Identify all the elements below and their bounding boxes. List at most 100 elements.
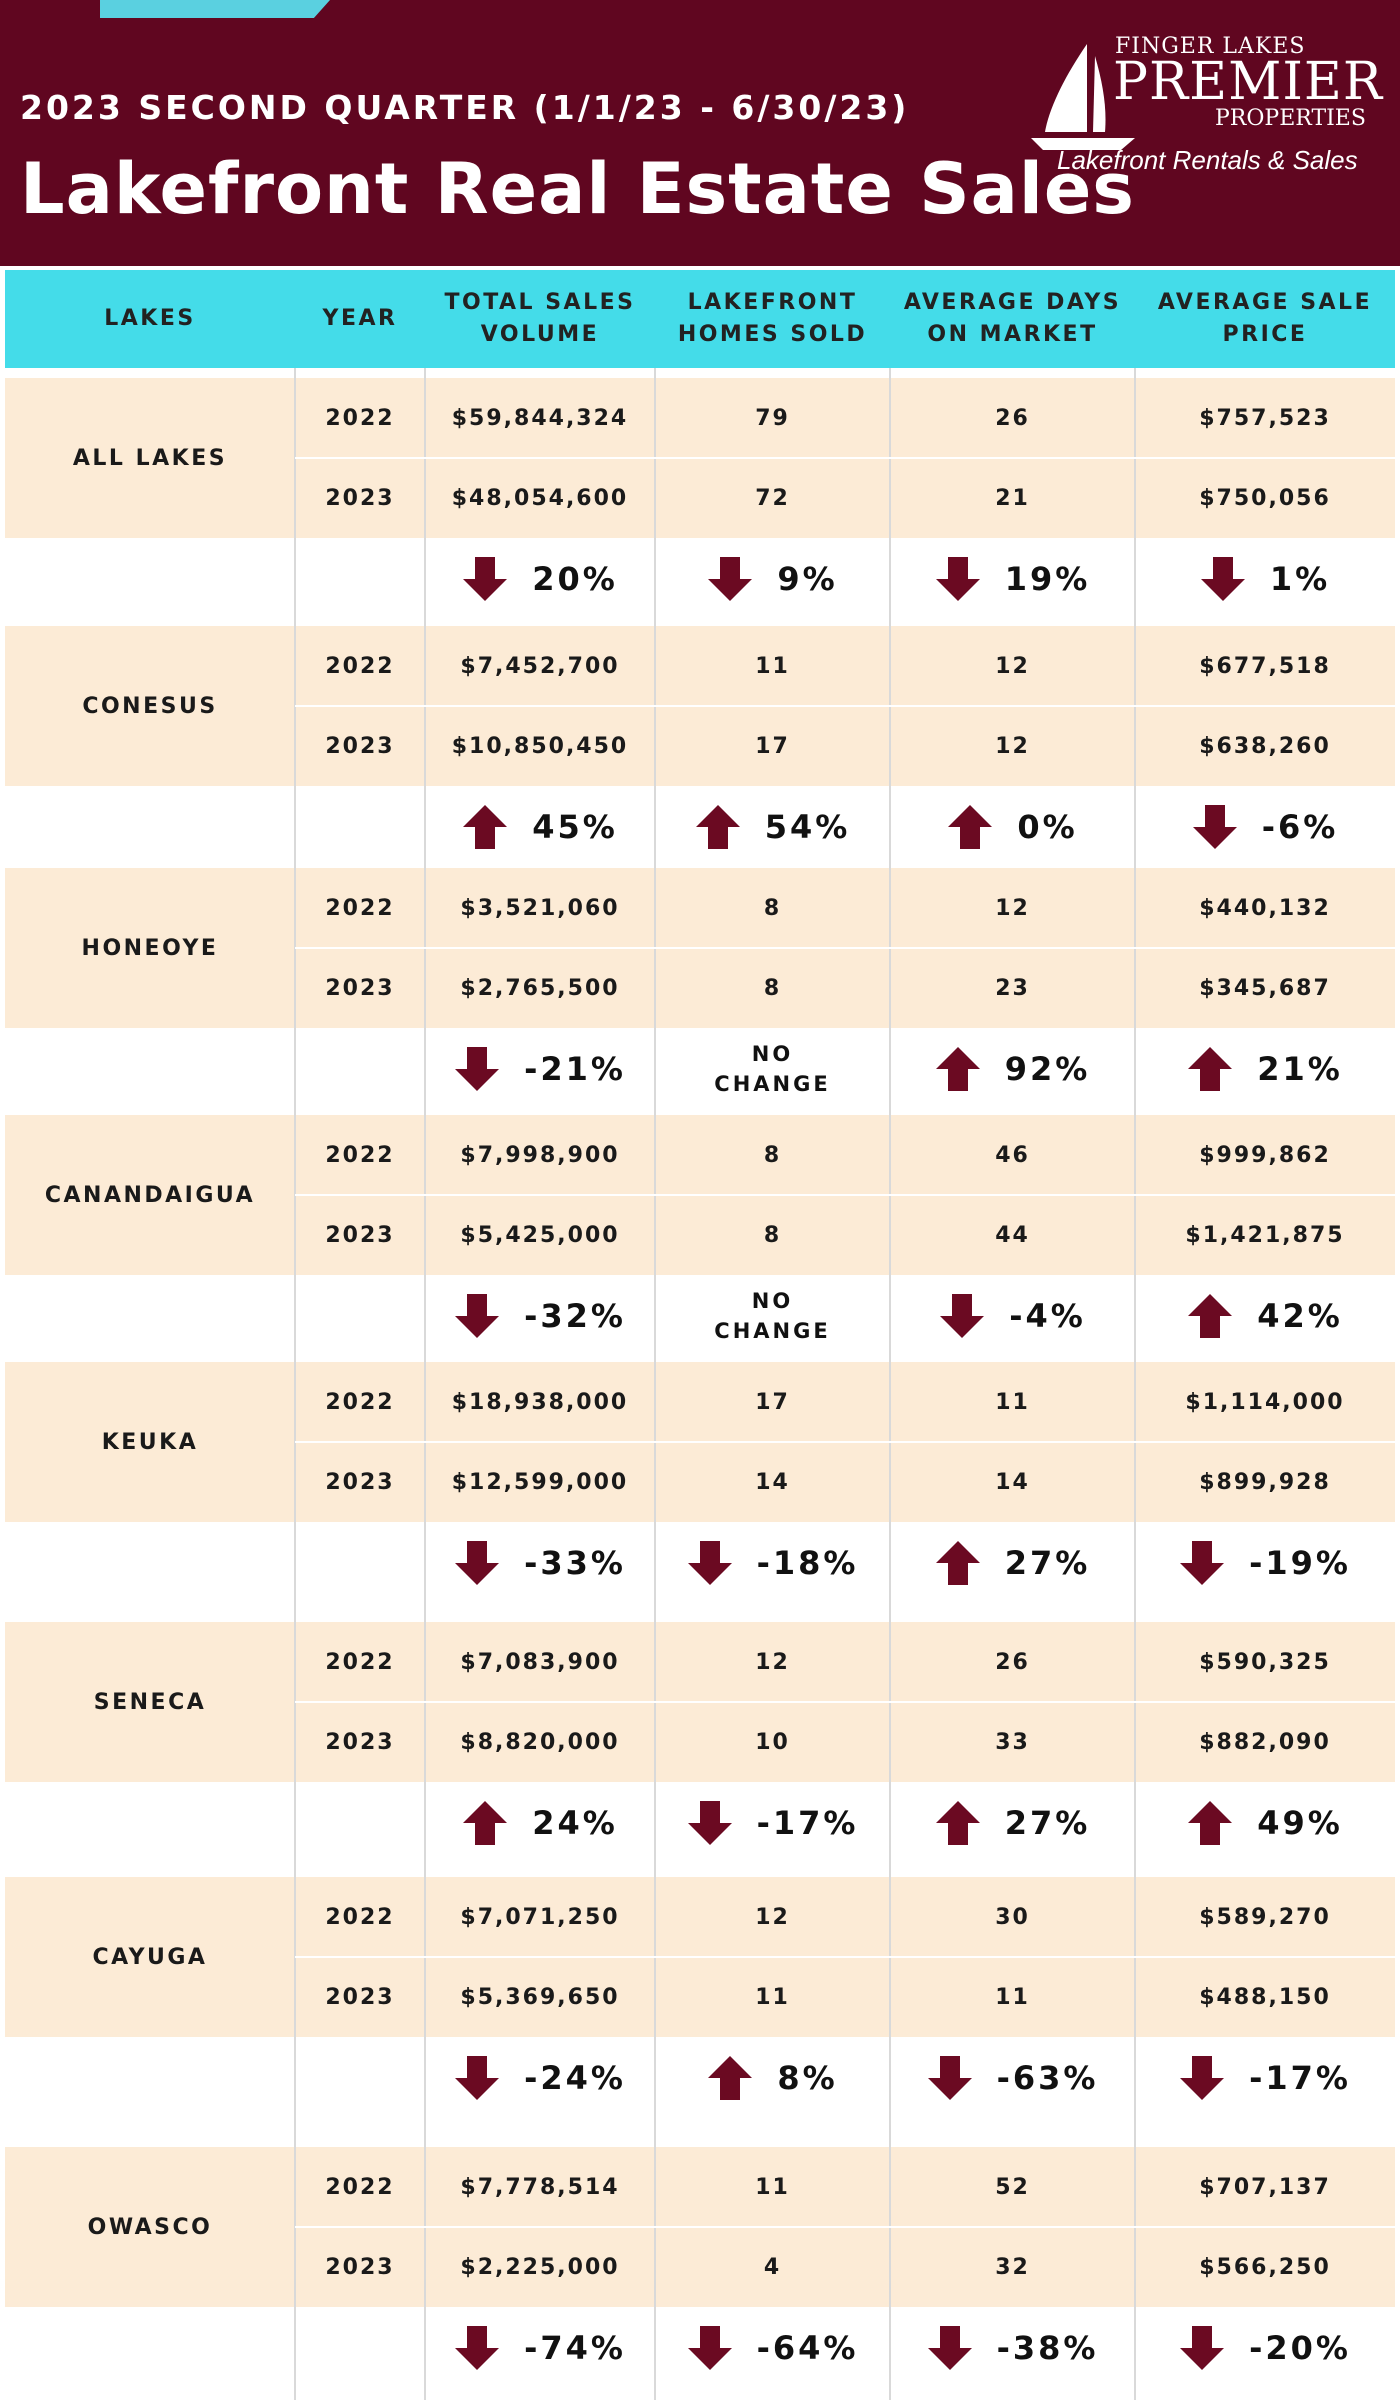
avg-sale-price-change: -17% xyxy=(1135,2037,1395,2119)
year-cell: 2022 xyxy=(325,405,395,431)
homes-sold-cell: 17 xyxy=(755,733,790,759)
avg-sale-price-cell: $488,150 xyxy=(1199,1984,1331,2010)
avg-sale-price-change: -6% xyxy=(1135,786,1395,868)
arrow-down-icon xyxy=(455,2326,500,2370)
change-value: -21% xyxy=(524,1050,626,1088)
company-logo: FINGER LAKES PREMIER PROPERTIES Lakefron… xyxy=(1025,30,1385,180)
avg-days-on-market-cell: 12 xyxy=(995,653,1030,679)
arrow-down-icon xyxy=(455,1541,500,1585)
arrow-down-icon xyxy=(1180,1541,1225,1585)
arrow-down-icon xyxy=(455,2056,500,2100)
arrow-up-icon xyxy=(1188,1801,1233,1845)
year-cell: 2022 xyxy=(325,653,395,679)
column-divider xyxy=(1134,368,1136,2400)
avg-sale-price-cell: $1,421,875 xyxy=(1185,1222,1345,1248)
column-header-5: AVERAGE DAYS ON MARKET xyxy=(903,290,1122,347)
column-header-2: YEAR xyxy=(322,306,398,332)
avg-sale-price-cell: $707,137 xyxy=(1199,2174,1331,2200)
avg-sale-price-change: -19% xyxy=(1135,1522,1395,1604)
avg-days-on-market-cell: 46 xyxy=(995,1142,1030,1168)
year-cell: 2022 xyxy=(325,895,395,921)
avg-days-on-market-change: 27% xyxy=(890,1522,1135,1604)
avg-days-on-market-cell: 23 xyxy=(995,975,1030,1001)
arrow-down-icon xyxy=(927,2326,972,2370)
year-cell: 2023 xyxy=(325,1729,395,1755)
avg-days-on-market-cell: 11 xyxy=(995,1389,1030,1415)
homes-sold-cell: 8 xyxy=(763,975,782,1001)
row-separator xyxy=(295,1701,1395,1703)
total-sales-volume-cell: $5,425,000 xyxy=(460,1222,620,1248)
logo-text-finger-lakes: FINGER LAKES xyxy=(1115,34,1306,59)
avg-sale-price-change: -20% xyxy=(1135,2307,1395,2389)
year-cell: 2022 xyxy=(325,1904,395,1930)
column-header-4: LAKEFRONT HOMES SOLD xyxy=(677,290,868,347)
lake-name: OWASCO xyxy=(87,2214,213,2240)
homes-sold-cell: 11 xyxy=(755,653,790,679)
row-separator xyxy=(295,1441,1395,1443)
homes-sold-change: -17% xyxy=(655,1782,890,1864)
avg-days-on-market-cell: 32 xyxy=(995,2254,1030,2280)
avg-sale-price-change: 49% xyxy=(1135,1782,1395,1864)
avg-days-on-market-change: -4% xyxy=(890,1275,1135,1357)
total-sales-volume-change: -24% xyxy=(425,2037,655,2119)
arrow-up-icon xyxy=(1188,1047,1233,1091)
arrow-down-icon xyxy=(1200,557,1245,601)
avg-days-on-market-cell: 26 xyxy=(995,1649,1030,1675)
homes-sold-change: NO CHANGE xyxy=(655,1028,890,1110)
total-sales-volume-cell: $7,778,514 xyxy=(460,2174,620,2200)
arrow-down-icon xyxy=(1192,805,1237,849)
year-cell: 2023 xyxy=(325,1222,395,1248)
avg-sale-price-cell: $757,523 xyxy=(1199,405,1331,431)
column-divider xyxy=(654,368,656,2400)
total-sales-volume-cell: $12,599,000 xyxy=(451,1469,629,1495)
homes-sold-change: 9% xyxy=(655,538,890,620)
avg-sale-price-cell: $882,090 xyxy=(1199,1729,1331,1755)
avg-days-on-market-change: 19% xyxy=(890,538,1135,620)
total-sales-volume-cell: $7,083,900 xyxy=(460,1649,620,1675)
year-cell: 2023 xyxy=(325,485,395,511)
avg-sale-price-cell: $750,056 xyxy=(1199,485,1331,511)
homes-sold-cell: 17 xyxy=(755,1389,790,1415)
total-sales-volume-cell: $8,820,000 xyxy=(460,1729,620,1755)
column-divider xyxy=(424,368,426,2400)
change-value: -74% xyxy=(524,2329,626,2367)
lake-name: KEUKA xyxy=(101,1429,199,1455)
change-value: -32% xyxy=(524,1297,626,1335)
lake-name: CANANDAIGUA xyxy=(44,1182,256,1208)
homes-sold-cell: 10 xyxy=(755,1729,790,1755)
row-separator xyxy=(295,457,1395,459)
change-value: 8% xyxy=(777,2059,838,2097)
homes-sold-cell: 12 xyxy=(755,1649,790,1675)
row-separator xyxy=(295,2226,1395,2228)
homes-sold-cell: 14 xyxy=(755,1469,790,1495)
total-sales-volume-cell: $7,998,900 xyxy=(460,1142,620,1168)
homes-sold-cell: 72 xyxy=(755,485,790,511)
homes-sold-cell: 8 xyxy=(763,895,782,921)
avg-sale-price-cell: $440,132 xyxy=(1199,895,1331,921)
change-value: 19% xyxy=(1004,560,1091,598)
change-value: 27% xyxy=(1004,1544,1091,1582)
arrow-down-icon xyxy=(463,557,508,601)
column-header-6: AVERAGE SALE PRICE xyxy=(1157,290,1373,347)
year-cell: 2022 xyxy=(325,1649,395,1675)
total-sales-volume-cell: $18,938,000 xyxy=(451,1389,629,1415)
homes-sold-cell: 8 xyxy=(763,1142,782,1168)
change-value: 21% xyxy=(1257,1050,1343,1088)
change-value: 45% xyxy=(532,808,618,846)
arrow-up-icon xyxy=(935,1801,980,1845)
change-value: 1% xyxy=(1269,560,1331,598)
avg-days-on-market-change: 27% xyxy=(890,1782,1135,1864)
change-value: -17% xyxy=(756,1804,859,1842)
change-value: -63% xyxy=(996,2059,1099,2097)
arrow-down-icon xyxy=(687,2326,732,2370)
avg-sale-price-cell: $566,250 xyxy=(1199,2254,1331,2280)
year-cell: 2023 xyxy=(325,1984,395,2010)
arrow-up-icon xyxy=(948,805,993,849)
arrow-down-icon xyxy=(687,1801,732,1845)
year-cell: 2022 xyxy=(325,1142,395,1168)
avg-days-on-market-cell: 33 xyxy=(995,1729,1030,1755)
report-subtitle: 2023 SECOND QUARTER (1/1/23 - 6/30/23) xyxy=(20,88,910,127)
year-cell: 2023 xyxy=(325,975,395,1001)
arrow-down-icon xyxy=(940,1294,985,1338)
row-separator xyxy=(295,1956,1395,1958)
